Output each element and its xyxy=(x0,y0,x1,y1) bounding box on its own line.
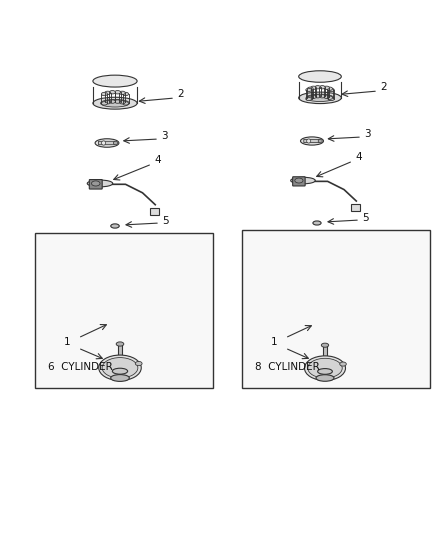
Ellipse shape xyxy=(113,141,118,144)
Ellipse shape xyxy=(92,181,100,186)
Ellipse shape xyxy=(304,356,346,381)
Ellipse shape xyxy=(119,91,125,94)
Bar xyxy=(242,230,430,388)
Text: 2: 2 xyxy=(380,82,387,92)
Ellipse shape xyxy=(102,92,107,96)
Ellipse shape xyxy=(119,101,125,104)
Ellipse shape xyxy=(315,95,321,98)
Text: 2: 2 xyxy=(177,89,184,99)
Bar xyxy=(118,344,122,378)
Ellipse shape xyxy=(300,137,324,145)
Ellipse shape xyxy=(93,75,137,87)
Ellipse shape xyxy=(135,361,142,366)
Ellipse shape xyxy=(291,177,315,184)
Ellipse shape xyxy=(307,139,311,143)
Ellipse shape xyxy=(102,358,138,378)
Ellipse shape xyxy=(95,139,119,147)
Ellipse shape xyxy=(324,95,329,99)
Ellipse shape xyxy=(299,92,341,103)
FancyBboxPatch shape xyxy=(293,177,305,186)
Text: 6  CYLINDER: 6 CYLINDER xyxy=(48,362,113,372)
Ellipse shape xyxy=(87,180,113,187)
Ellipse shape xyxy=(328,98,334,101)
Ellipse shape xyxy=(115,91,120,94)
Ellipse shape xyxy=(93,97,137,109)
Ellipse shape xyxy=(101,99,130,107)
Ellipse shape xyxy=(110,100,115,103)
Text: 1: 1 xyxy=(271,337,278,347)
Text: 3: 3 xyxy=(161,131,168,141)
Ellipse shape xyxy=(102,102,107,105)
Ellipse shape xyxy=(327,87,332,91)
Bar xyxy=(323,345,327,378)
Ellipse shape xyxy=(99,355,141,381)
Ellipse shape xyxy=(306,98,311,101)
Ellipse shape xyxy=(123,92,129,96)
Ellipse shape xyxy=(340,362,346,366)
Ellipse shape xyxy=(318,369,332,374)
Ellipse shape xyxy=(306,88,311,92)
Ellipse shape xyxy=(306,94,334,101)
Ellipse shape xyxy=(315,86,321,89)
Ellipse shape xyxy=(102,141,106,145)
FancyBboxPatch shape xyxy=(89,180,102,189)
Ellipse shape xyxy=(318,139,322,143)
Ellipse shape xyxy=(328,88,334,92)
Ellipse shape xyxy=(295,178,303,183)
Ellipse shape xyxy=(313,221,321,225)
Ellipse shape xyxy=(307,96,313,99)
Ellipse shape xyxy=(110,91,115,94)
Bar xyxy=(35,233,213,388)
Text: 1: 1 xyxy=(64,337,71,347)
Ellipse shape xyxy=(324,86,329,90)
FancyArrow shape xyxy=(99,141,117,144)
Text: 3: 3 xyxy=(364,129,371,139)
Ellipse shape xyxy=(314,357,336,364)
Ellipse shape xyxy=(123,102,129,105)
Ellipse shape xyxy=(327,96,332,99)
Text: 8  CYLINDER: 8 CYLINDER xyxy=(255,362,320,372)
Ellipse shape xyxy=(311,86,316,90)
Ellipse shape xyxy=(321,343,328,348)
Ellipse shape xyxy=(116,342,124,346)
Text: 5: 5 xyxy=(362,213,369,223)
Ellipse shape xyxy=(112,357,128,361)
Ellipse shape xyxy=(308,358,342,378)
FancyBboxPatch shape xyxy=(150,208,159,215)
Ellipse shape xyxy=(113,368,127,374)
Ellipse shape xyxy=(311,95,316,99)
Ellipse shape xyxy=(111,224,119,228)
Ellipse shape xyxy=(108,356,132,362)
Ellipse shape xyxy=(105,101,111,104)
Ellipse shape xyxy=(105,91,111,94)
Ellipse shape xyxy=(319,95,325,98)
Ellipse shape xyxy=(316,375,334,381)
Text: 4: 4 xyxy=(154,155,161,165)
Ellipse shape xyxy=(115,100,120,103)
Ellipse shape xyxy=(319,86,325,89)
Ellipse shape xyxy=(317,358,333,362)
Ellipse shape xyxy=(111,375,129,382)
FancyBboxPatch shape xyxy=(351,204,360,211)
Ellipse shape xyxy=(299,71,341,82)
Text: 4: 4 xyxy=(355,152,362,162)
Text: 5: 5 xyxy=(162,216,169,226)
Ellipse shape xyxy=(307,87,313,91)
FancyArrow shape xyxy=(304,139,321,143)
